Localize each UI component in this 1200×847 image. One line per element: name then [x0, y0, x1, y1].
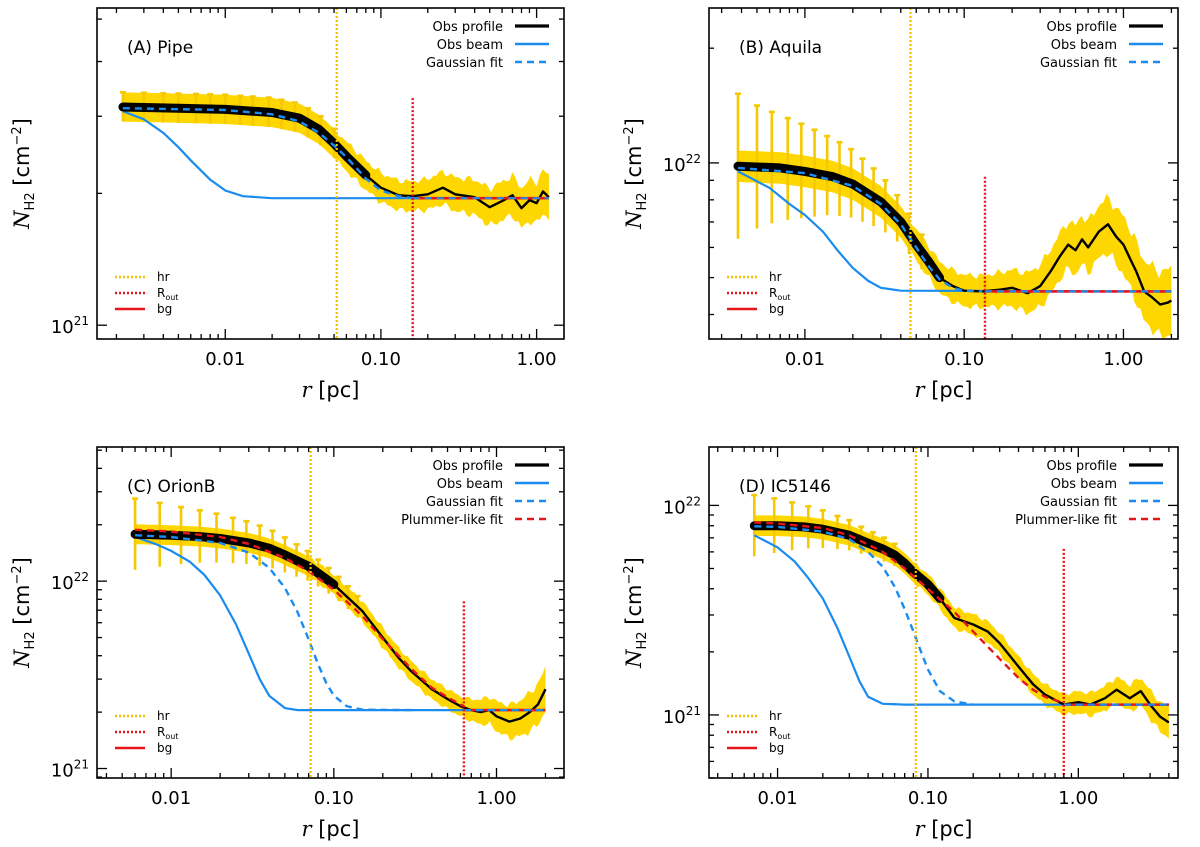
- x-tick-label: 0.01: [785, 349, 825, 370]
- gaussian-fit-line: [135, 534, 412, 712]
- legend-label: Obs profile: [433, 20, 503, 35]
- y-axis-label: NH2 [cm−2]: [622, 118, 650, 230]
- legend-label: Rout: [157, 286, 178, 302]
- legend-label: Gaussian fit: [1040, 495, 1117, 510]
- panel-title: (B) Aquila: [739, 38, 822, 58]
- plot-frame: [96, 7, 565, 340]
- x-tick-label: 0.10: [908, 788, 948, 809]
- plot-area: [733, 8, 1172, 339]
- error-band: [135, 524, 546, 741]
- legend-label: Obs beam: [1051, 38, 1117, 53]
- beam-line: [122, 110, 549, 200]
- x-tick-label: 0.10: [361, 349, 401, 370]
- legend-label: Gaussian fit: [426, 56, 503, 71]
- legend-label: Obs beam: [1051, 477, 1117, 492]
- panel-title: (A) Pipe: [127, 38, 193, 58]
- x-tick-label: 0.10: [314, 788, 354, 809]
- plot-frame: [708, 446, 1179, 779]
- legend-label: Obs beam: [437, 38, 503, 53]
- legend-label: Gaussian fit: [1040, 56, 1117, 71]
- x-tick-label: 1.00: [1103, 349, 1143, 370]
- x-tick-label: 1.00: [517, 349, 557, 370]
- gaussian-fit-line: [737, 166, 983, 293]
- x-axis-label: r [pc]: [915, 817, 973, 841]
- legend-label: bg: [769, 302, 784, 316]
- panel-title: (C) OrionB: [127, 477, 215, 497]
- legend-label: hr: [769, 270, 782, 284]
- y-tick-label: 1022: [663, 152, 701, 176]
- y-axis-label: NH2 [cm−2]: [10, 557, 38, 669]
- plot-frame: [708, 7, 1179, 340]
- panel-b: 0.01 0.10 1.00 1022 r [pc] NH2 [cm−2] (B) Aqui…: [622, 7, 1179, 402]
- legend-label: bg: [769, 741, 784, 755]
- plot-area: [130, 447, 547, 778]
- legend-label: bg: [157, 302, 172, 316]
- profile-line-thick: [749, 521, 945, 603]
- error-band: [754, 515, 1169, 739]
- y-tick-label: 1021: [51, 758, 89, 782]
- y-tick-label: 1021: [51, 314, 89, 338]
- gaussian-fit-line: [122, 107, 413, 200]
- legend-label: Obs beam: [437, 477, 503, 492]
- error-band: [122, 92, 549, 228]
- beam-line: [753, 534, 1169, 706]
- legend-label: Obs profile: [1047, 20, 1117, 35]
- x-axis-label: r [pc]: [302, 378, 360, 402]
- gaussian-fit-line: [754, 525, 974, 706]
- y-axis-label: NH2 [cm−2]: [10, 118, 38, 230]
- error-band: [738, 150, 1172, 339]
- panel-a: 0.01 0.10 1.00 1021 r [pc] NH2 [cm−2] (A) Pipe…: [10, 7, 565, 402]
- profile-line: [135, 533, 547, 723]
- profile-line-thick: [733, 161, 944, 283]
- legend-label: Obs profile: [1047, 459, 1117, 474]
- legend-label: hr: [157, 709, 170, 723]
- legend-label: Rout: [157, 725, 178, 741]
- y-tick-label: 1021: [663, 704, 701, 728]
- x-axis-label: r [pc]: [915, 378, 973, 402]
- y-tick-label: 1022: [51, 570, 89, 594]
- legend-label: Plummer-like fit: [401, 513, 503, 528]
- x-tick-label: 1.00: [476, 788, 516, 809]
- y-tick-label: 1022: [663, 494, 701, 518]
- legend-label: Rout: [769, 725, 790, 741]
- legend-label: bg: [157, 741, 172, 755]
- legend-label: Rout: [769, 286, 790, 302]
- panel-c: 0.01 0.10 1.00 1021 1022 r [pc] NH2 [cm−2] (C) …: [10, 446, 565, 841]
- x-tick-label: 0.10: [944, 349, 984, 370]
- panel-d: 0.01 0.10 1.00 1021 1022 r [pc] NH2 [cm−2] (D) …: [622, 446, 1179, 841]
- x-tick-label: 0.01: [205, 349, 245, 370]
- beam-line: [134, 535, 546, 712]
- plummer-fit-line: [135, 528, 465, 708]
- legend-label: Gaussian fit: [426, 495, 503, 510]
- x-axis-label: r [pc]: [302, 817, 360, 841]
- legend-label: Plummer-like fit: [1015, 513, 1117, 528]
- x-tick-label: 0.01: [151, 788, 191, 809]
- legend-label: hr: [157, 270, 170, 284]
- x-tick-label: 0.01: [758, 788, 798, 809]
- panel-title: (D) IC5146: [739, 477, 831, 497]
- plot-area: [118, 8, 550, 339]
- legend-label: Obs profile: [433, 459, 503, 474]
- beam-line: [737, 170, 1172, 293]
- plot-frame: [96, 446, 565, 779]
- legend-label: hr: [769, 709, 782, 723]
- y-axis-label: NH2 [cm−2]: [622, 557, 650, 669]
- plot-area: [749, 447, 1170, 778]
- x-tick-label: 1.00: [1058, 788, 1098, 809]
- plummer-fit-line: [754, 521, 1065, 705]
